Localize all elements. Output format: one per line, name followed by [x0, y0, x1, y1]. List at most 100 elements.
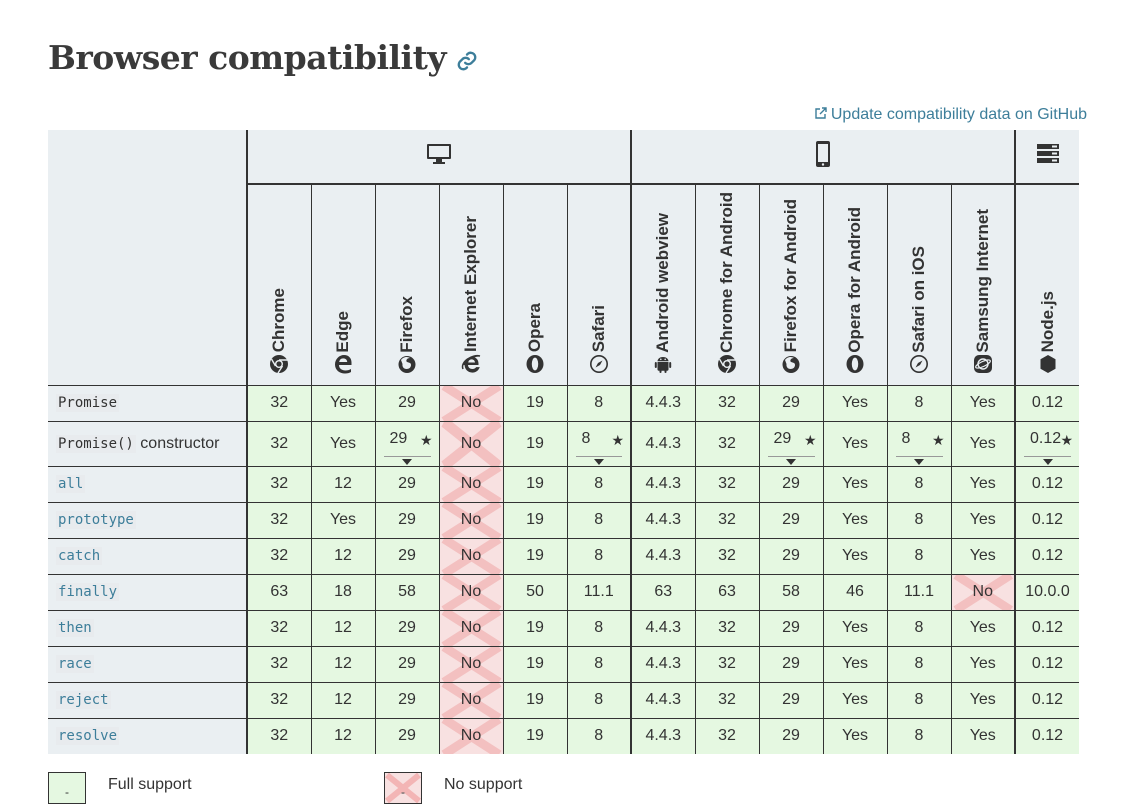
support-cell-firefox-for-android[interactable]: 29 ★: [758, 420, 823, 466]
firefox-icon: [781, 354, 801, 379]
link-icon[interactable]: [456, 41, 478, 80]
expand-toggle-icon[interactable]: [402, 458, 412, 465]
feature-name[interactable]: resolve: [48, 717, 247, 754]
cell-content: 29 ★: [376, 422, 439, 466]
support-version: 29: [782, 511, 800, 528]
support-cell-node-js[interactable]: 0.12 ★: [1014, 420, 1079, 466]
legend-swatch-glyph: -: [401, 785, 405, 799]
support-cell-internet-explorer: No: [438, 384, 503, 421]
legend-no-support-label: No support: [444, 776, 523, 793]
feature-code[interactable]: reject: [56, 691, 111, 709]
support-cell-chrome: 32: [246, 681, 311, 718]
support-version: 0.12: [1031, 727, 1064, 745]
support-cell-android-webview: 4.4.3: [630, 465, 695, 502]
browser-header-node-js: Node.js: [1014, 183, 1079, 385]
support-cell-chrome-for-android: 32: [694, 645, 759, 682]
support-cell-opera: 19: [502, 609, 567, 646]
no-support-cross: [441, 466, 501, 502]
support-version: 18: [334, 583, 352, 600]
support-version: 19: [526, 475, 544, 492]
expand-toggle-icon[interactable]: [593, 458, 604, 465]
support-version: 29: [398, 691, 416, 708]
support-version: 29: [782, 547, 800, 564]
support-version: Yes: [969, 727, 996, 745]
expand-toggle-icon[interactable]: [1042, 458, 1053, 465]
support-cell-firefox: 29: [374, 537, 439, 574]
firefox-icon: [397, 354, 417, 379]
support-cell-safari-on-ios[interactable]: 8 ★: [886, 420, 951, 466]
support-version: 8: [914, 727, 924, 745]
update-compat-link[interactable]: Update compatibility data on GitHub: [815, 106, 1087, 124]
support-version: 63: [718, 583, 736, 600]
no-support-cross: [953, 574, 1013, 610]
support-version: 4.4.3: [645, 691, 682, 708]
support-cell-safari[interactable]: 8 ★: [566, 420, 631, 466]
support-cell-edge: 12: [310, 465, 375, 502]
support-cell-chrome: 32: [246, 609, 311, 646]
support-cell-opera: 19: [502, 384, 567, 421]
support-version: 10.0.0: [1025, 583, 1070, 600]
browser-name: Opera for Android: [845, 206, 864, 353]
feature-code[interactable]: then: [56, 619, 94, 637]
feature-name[interactable]: catch: [48, 537, 247, 574]
support-version: 8: [594, 727, 604, 745]
support-cell-internet-explorer: No: [438, 645, 503, 682]
support-version: 32: [718, 475, 736, 492]
support-cell-safari-on-ios: 8: [886, 681, 951, 718]
support-version: Yes: [841, 691, 869, 708]
feature-name[interactable]: reject: [48, 681, 247, 718]
browser-name: Node.js: [1037, 291, 1057, 353]
support-version: Yes: [841, 475, 869, 492]
support-cell-opera-for-android: 46: [822, 573, 887, 610]
support-cell-android-webview: 63: [630, 573, 695, 610]
browser-name: Safari on iOS: [909, 245, 928, 353]
support-version: 19: [526, 619, 544, 636]
support-version: 32: [718, 511, 736, 528]
support-cell-opera: 19: [502, 645, 567, 682]
support-cell-chrome: 32: [246, 501, 311, 538]
support-cell-safari: 8: [566, 645, 631, 682]
support-cell-safari-on-ios: 8: [886, 609, 951, 646]
expand-toggle-icon[interactable]: [786, 458, 796, 465]
support-version: 32: [270, 655, 289, 672]
feature-code[interactable]: resolve: [56, 727, 120, 746]
browser-header-samsung-internet: Samsung Internet: [950, 183, 1015, 385]
support-version: 32: [718, 394, 736, 411]
expand-toggle-icon[interactable]: [914, 458, 924, 465]
support-version: 32: [270, 511, 289, 528]
feature-code[interactable]: finally: [56, 583, 120, 601]
support-version: 8: [914, 511, 924, 528]
feature-name[interactable]: finally: [48, 573, 247, 610]
feature-code[interactable]: prototype: [56, 511, 136, 529]
support-version: 29: [398, 511, 416, 528]
feature-name[interactable]: all: [48, 465, 247, 502]
feature-name[interactable]: race: [48, 645, 247, 682]
support-cell-samsung-internet: Yes: [950, 420, 1015, 466]
desktop-icon: [426, 144, 452, 169]
feature-code[interactable]: all: [56, 475, 86, 493]
support-version: 8: [914, 394, 924, 411]
table-row: prototype 32 Yes 29 No 19 8 4.4.3 32 29 Yes 8 Yes 0.1…: [48, 501, 1079, 538]
feature-name[interactable]: then: [48, 609, 247, 646]
edge-icon: [333, 354, 353, 379]
support-cell-internet-explorer: No: [438, 465, 503, 502]
support-version: 63: [654, 583, 673, 600]
section-title: Browser compatibility: [48, 38, 478, 80]
support-version: No: [460, 619, 482, 636]
support-version: 12: [334, 547, 352, 564]
support-version: Yes: [969, 475, 996, 492]
browser-name: Opera: [525, 303, 544, 353]
feature-code[interactable]: race: [56, 655, 94, 673]
support-cell-opera-for-android: Yes: [822, 420, 887, 466]
support-version: 19: [526, 394, 544, 411]
support-cell-edge: Yes: [310, 501, 375, 538]
browser-name: Firefox for Android: [781, 199, 800, 353]
feature-code[interactable]: catch: [56, 547, 103, 565]
support-version: 12: [334, 691, 352, 708]
support-cell-safari-on-ios: 8: [886, 384, 951, 421]
feature-name: Promise() constructor: [48, 420, 247, 466]
feature-name[interactable]: prototype: [48, 501, 247, 538]
support-cell-node-js: 0.12: [1014, 609, 1079, 646]
support-version: 8: [581, 429, 591, 447]
support-cell-firefox[interactable]: 29 ★: [374, 420, 439, 466]
